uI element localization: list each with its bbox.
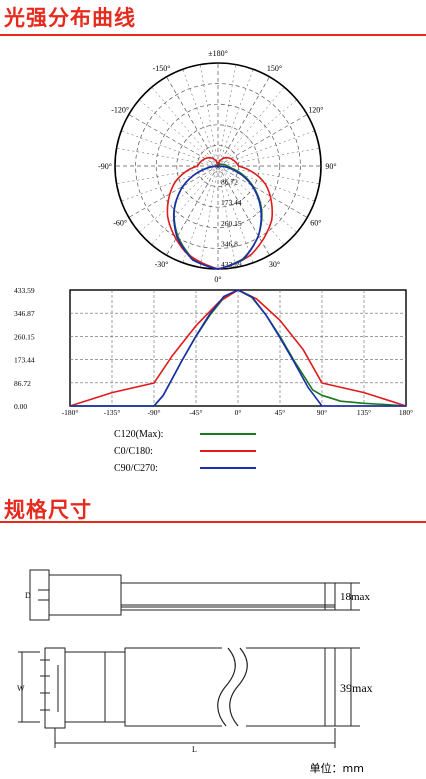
chart-x-tick-label: 45° [275,408,286,417]
polar-spoke [217,114,308,167]
polar-angle-label: -60° [113,219,127,228]
polar-spoke [217,165,315,202]
polar-angle-label: 120° [308,106,323,115]
polar-angle-label: 90° [325,162,336,171]
chart-x-tick-label: -180° [62,408,79,417]
polar-spoke [151,165,219,246]
polar-spoke [217,165,285,246]
polar-angle-label: 30° [269,260,280,269]
polar-spoke [217,165,298,233]
tube-break-symbol [217,647,248,727]
chart-x-tick-label: -135° [104,408,121,417]
chart-x-tick-label: -45° [190,408,203,417]
polar-radial-label: 86.72 [221,178,238,187]
chart-x-tick-label: 0° [235,408,242,417]
polar-spoke [138,165,219,233]
top-view-base [48,574,122,616]
dimension-section-title: 规格尺寸 [4,498,92,522]
polar-spoke [217,64,237,167]
chart-x-tick-label: 135° [357,408,371,417]
polar-spoke [182,165,219,263]
chart-y-tick-label: 260.15 [14,332,35,341]
polar-radial-label: 346.8 [221,239,238,248]
front-view-base [64,651,126,723]
polar-spoke [128,165,219,218]
chart-y-tick-label: 0.00 [14,402,27,411]
polar-spoke [121,130,219,167]
chart-y-tick-label: 346.87 [14,309,35,318]
linear-intensity-chart: -180° -135° -90° -45° 0° 45° 90° 135° 180° 433.59… [14,286,413,417]
polar-angle-label: 60° [310,219,321,228]
polar-spoke [217,165,254,263]
top-view-drawing [29,569,360,621]
chart-series-line [70,289,406,407]
polar-spoke [121,165,219,202]
side-dimension-label: D [25,591,31,600]
top-view-dimension-label: 18max [340,591,370,603]
chart-y-tick-label: 173.44 [14,356,35,365]
polar-spoke [199,165,219,268]
polar-spoke [217,147,320,167]
chart-y-tick-label: 433.59 [14,286,35,295]
chart-legend: C120(Max): C0/C180: C90/C270: [114,429,256,474]
polar-angle-label: 0° [214,275,221,284]
top-view-cap-end [29,569,50,621]
polar-spoke [217,76,270,167]
front-view-drawing [18,647,360,748]
legend-label: C90/C270: [114,463,158,474]
photometric-section-title: 光强分布曲线 [4,6,136,30]
polar-spoke [199,64,219,167]
polar-spoke [116,165,219,185]
polar-angle-label: 150° [267,64,282,73]
legend-label: C0/C180: [114,446,153,457]
unit-label: 单位：mm [309,762,364,775]
polar-angle-label: -90° [98,162,112,171]
polar-angle-label: -30° [155,260,169,269]
polar-spoke [217,165,320,185]
polar-angle-label: ±180° [208,49,228,58]
polar-spoke [128,114,219,167]
polar-spoke [166,76,219,167]
photometric-section-divider [0,34,426,36]
polar-spoke [166,165,219,256]
chart-x-tick-label: -90° [148,408,161,417]
polar-spoke [116,147,219,167]
front-view-dimension-label: 39max [340,681,373,695]
polar-series-curve [166,156,273,270]
polar-spoke [217,69,254,167]
polar-angle-label: -150° [153,64,171,73]
polar-spoke [138,99,219,167]
polar-ring [135,83,301,249]
chart-x-tick-label: 90° [317,408,328,417]
length-dimension-label: L [192,745,197,754]
polar-radial-label: 260.15 [221,219,242,228]
chart-x-tick-label: 180° [399,408,413,417]
width-dimension-label: W [17,684,25,693]
polar-spoke [182,69,219,167]
polar-spoke [217,165,308,218]
polar-ring [155,103,281,229]
polar-spoke [217,130,315,167]
polar-ring [176,124,260,208]
polar-spoke [217,165,237,268]
polar-diagram: ±180° 150° 120° 90° 60° 30° 0° -30° -60° -90° -120… [98,49,337,284]
legend-label: C120(Max): [114,429,163,440]
top-view-tube [120,582,336,611]
polar-angle-label: -120° [111,106,129,115]
polar-spoke [217,99,298,167]
polar-spoke [217,86,285,167]
polar-radial-label: 173.44 [221,198,242,207]
chart-y-tick-label: 86.72 [14,379,31,388]
polar-spoke [151,86,219,167]
dimension-section-divider [0,521,426,523]
polar-series-curve [172,165,262,270]
polar-spoke [217,165,270,256]
